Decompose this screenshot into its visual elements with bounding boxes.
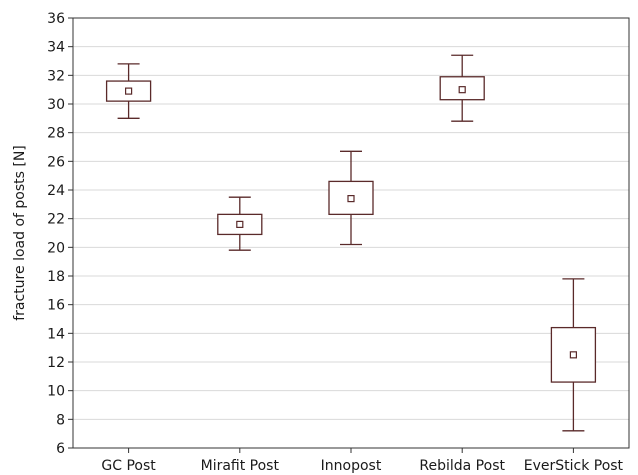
y-axis-label: fracture load of posts [N]	[12, 145, 28, 321]
x-tick-label: EverStick Post	[524, 458, 624, 474]
box-series	[105, 54, 597, 432]
y-tick-label: 18	[47, 269, 65, 285]
y-tick-label: 28	[47, 126, 65, 142]
y-tick-label: 6	[56, 441, 65, 457]
y-tick-label: 16	[47, 298, 65, 314]
y-tick-label: 30	[47, 97, 65, 113]
x-tick-label: Rebilda Post	[419, 458, 505, 474]
y-tick-label: 26	[47, 154, 65, 170]
y-tick-label: 14	[47, 326, 65, 342]
y-tick-label: 12	[47, 355, 65, 371]
x-tick-label: Mirafit Post	[201, 458, 280, 474]
center-marker	[236, 220, 244, 228]
x-tick-label: Innopost	[321, 458, 382, 474]
y-axis-ticks: 6 8 10 12 14 16 18 20 22 24 26 28 30 32 34 36	[47, 11, 73, 457]
y-tick-label: 36	[47, 11, 65, 27]
y-tick-label: 20	[47, 240, 65, 256]
x-axis-ticks: GC Post Mirafit Post Innopost Rebilda Post E…	[101, 448, 624, 474]
y-tick-label: 24	[47, 183, 65, 199]
box-body	[550, 326, 597, 383]
x-tick-label: GC Post	[101, 458, 156, 474]
box-rebilda-post	[439, 54, 485, 122]
y-tick-label: 32	[47, 68, 65, 84]
y-tick-label: 10	[47, 384, 65, 400]
box-everstick-post	[550, 278, 597, 432]
center-marker	[124, 87, 133, 95]
y-tick-label: 34	[47, 40, 65, 56]
box-innopost	[328, 150, 374, 246]
box-mirafit-post	[217, 196, 263, 251]
gridlines	[73, 46, 629, 420]
y-tick-label: 8	[56, 412, 65, 428]
y-tick-label: 22	[47, 212, 65, 228]
center-marker	[458, 86, 466, 94]
center-marker	[347, 195, 355, 203]
box-gc-post	[105, 63, 152, 119]
center-marker	[569, 351, 578, 359]
